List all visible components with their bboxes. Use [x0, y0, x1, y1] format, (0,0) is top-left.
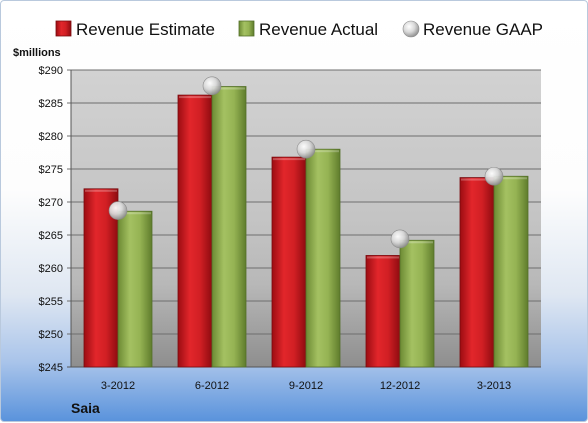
x-axis-ticks: 3-2012 6-2012 9-2012 12-2012 3-2013 — [101, 380, 511, 392]
y-tick-label: $260 — [39, 263, 63, 275]
bar-revenue-estimate — [271, 156, 307, 368]
bar-revenue-estimate — [459, 177, 495, 368]
legend-label: Revenue Estimate — [76, 20, 215, 39]
gaap-markers — [108, 76, 504, 249]
marker-revenue-gaap — [484, 166, 504, 186]
marker-revenue-gaap — [202, 76, 222, 96]
y-tick-label: $275 — [39, 164, 63, 176]
x-tick-label: 6-2012 — [195, 380, 229, 392]
marker-revenue-gaap — [390, 229, 410, 249]
legend-label: Revenue Actual — [259, 20, 378, 39]
x-tick-label: 3-2012 — [101, 380, 135, 392]
bar-highlight — [179, 96, 211, 99]
y-axis-ticks: $245 $250 $255 $260 $265 $270 $275 $280 $285 $290 — [39, 65, 63, 374]
bar-highlight — [307, 150, 339, 153]
y-tick-label: $285 — [39, 98, 63, 110]
legend-swatch — [55, 20, 72, 37]
y-tick-label: $290 — [39, 65, 63, 77]
bar-highlight — [85, 189, 117, 192]
bar-revenue-actual — [211, 86, 247, 368]
y-tick-label: $255 — [39, 296, 63, 308]
marker-revenue-gaap — [108, 201, 128, 220]
legend-swatch — [238, 20, 255, 37]
bar-highlight — [213, 87, 245, 90]
bar-revenue-actual — [117, 210, 153, 368]
legend-swatch — [402, 20, 420, 38]
bar-highlight — [461, 178, 493, 181]
bar-revenue-actual — [399, 239, 435, 368]
legend-label: Revenue GAAP — [423, 20, 543, 39]
marker-revenue-gaap — [296, 139, 316, 159]
x-tick-label: 9-2012 — [289, 380, 323, 392]
bar-revenue-estimate — [177, 94, 213, 368]
bars — [83, 86, 529, 368]
y-tick-label: $280 — [39, 131, 63, 143]
y-tick-label: $250 — [39, 329, 63, 341]
bar-revenue-actual — [305, 148, 341, 368]
bar-highlight — [495, 177, 527, 180]
y-tick-label: $270 — [39, 197, 63, 209]
bar-revenue-actual — [493, 175, 529, 368]
y-tick-label: $265 — [39, 230, 63, 242]
y-tick-label: $245 — [39, 362, 63, 374]
legend: Revenue Estimate Revenue Actual Revenue GA… — [55, 20, 543, 39]
bar-highlight — [119, 212, 151, 215]
y-axis-unit-label: $millions — [13, 47, 61, 59]
bar-revenue-estimate — [365, 255, 401, 368]
bar-highlight — [273, 158, 305, 161]
company-label: Saia — [71, 400, 100, 416]
x-tick-label: 3-2013 — [477, 380, 511, 392]
bar-highlight — [401, 241, 433, 244]
x-tick-label: 12-2012 — [380, 380, 420, 392]
bar-highlight — [367, 256, 399, 259]
